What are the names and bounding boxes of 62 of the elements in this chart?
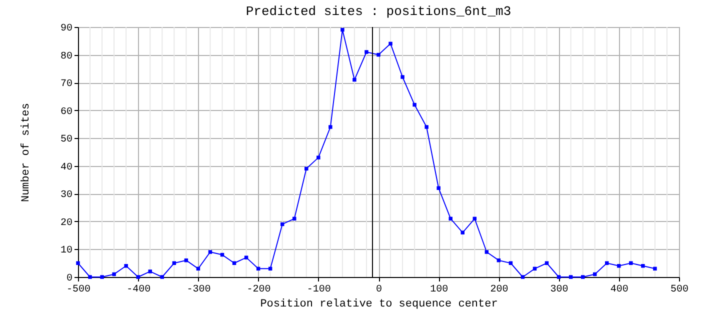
x-tick-label: -500 [66,284,91,296]
x-tick-label: 400 [610,284,628,296]
point [76,261,80,265]
x-tick-label: 500 [670,284,689,296]
point [364,50,368,54]
point [653,266,657,271]
point [100,275,104,279]
y-tick-label: 30 [60,190,72,202]
y-tick-label: 50 [60,134,72,146]
point [112,272,116,276]
y-tick-label: 20 [60,218,72,229]
point [448,216,452,221]
point [352,78,356,82]
point [544,261,549,265]
chart-title: Predicted sites : positions_6nt_m3 [246,4,512,19]
y-tick-label: 80 [60,51,72,62]
point [556,275,561,279]
x-tick-label: 300 [550,284,568,296]
x-tick-label: -100 [306,284,331,296]
point [316,156,320,160]
y-axis-title: Number of sites [20,102,32,202]
y-tick-label: 40 [60,162,72,174]
point [388,42,392,46]
point [148,270,152,274]
point [340,28,344,32]
y-tick-label: 10 [60,246,72,257]
point [124,264,128,268]
point [424,125,428,129]
point [629,261,633,265]
point [160,275,164,279]
y-tick-label: 60 [60,106,72,118]
point [641,264,645,268]
point [208,250,212,254]
y-tick-label: 70 [60,79,72,90]
point [88,275,92,279]
point [232,261,236,265]
y-tick-label: 0 [66,274,72,284]
point [412,102,416,107]
point [605,261,609,265]
point [617,264,621,268]
point [172,261,176,265]
x-tick-label: -300 [186,284,211,296]
x-axis-title: Position relative to sequence center [260,298,498,310]
point [484,250,489,254]
point [304,166,308,171]
point [568,275,573,279]
point [436,186,440,190]
x-tick-label: 0 [376,284,382,296]
point [328,125,332,129]
point [136,275,140,279]
point [244,256,248,260]
point [400,75,404,79]
point [508,261,513,265]
x-tick-label: -200 [246,284,271,296]
x-tick-label: 100 [430,284,448,296]
point [376,52,380,57]
point [520,275,525,279]
x-tick-label: 200 [490,284,508,296]
point [460,230,465,234]
point [580,275,585,279]
x-tick-label: -400 [126,284,151,296]
y-tick-label: 90 [60,24,72,34]
